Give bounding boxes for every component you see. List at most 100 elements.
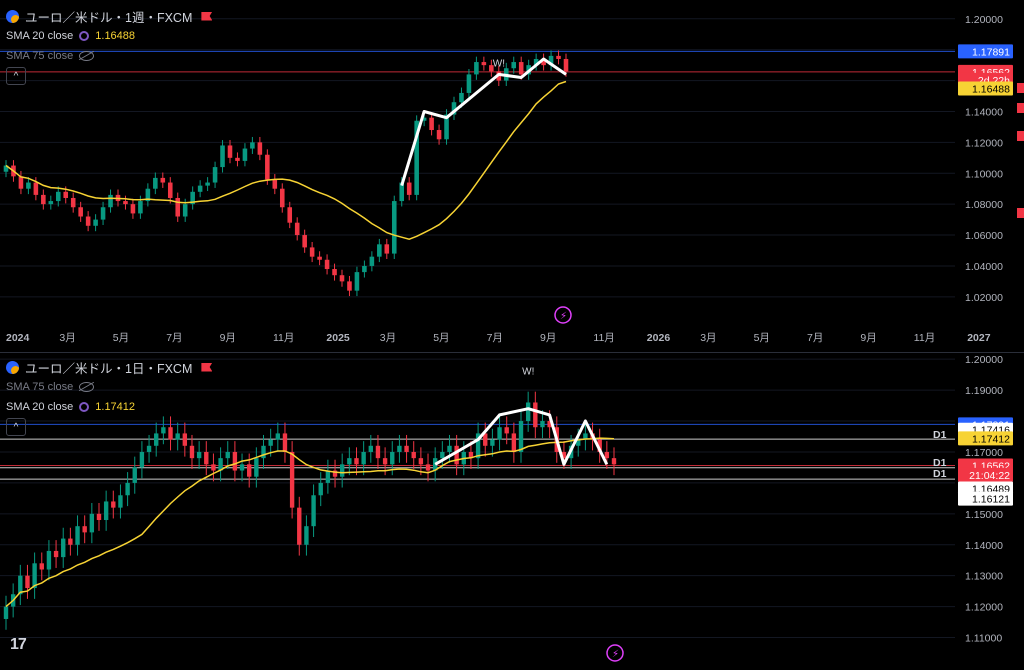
x-tick-label: 3月 [380,332,396,344]
candle-body [547,421,552,428]
candle-body [561,451,567,459]
flag-icon[interactable] [201,11,213,21]
daily-symbol-title[interactable]: ユーロ／米ドル・1日・FXCM [25,361,193,376]
candle-body [78,207,83,217]
candle-body [272,179,278,189]
candle-body [3,606,9,619]
candle-body [397,445,402,452]
candle-body [444,114,449,140]
weekly-indicator-sma75[interactable]: SMA 75 close [6,46,212,66]
x-tick-label: 5月 [113,332,129,344]
candle-body [41,194,46,205]
x-tick-label: 7月 [487,332,503,344]
candle-body [118,495,123,508]
candle-body [145,188,151,202]
price-badge-text: 1.16121 [972,494,1010,506]
candle-body [432,458,438,471]
x-tick-label: 2024 [6,332,30,344]
candle-body [332,269,337,276]
candle-body [254,458,259,477]
candle-body [189,445,195,459]
settings-icon[interactable] [79,31,90,41]
candle-body [190,191,195,205]
candle-body [421,117,427,121]
x-tick-label: 3月 [59,332,75,344]
candle-body [447,445,452,452]
collapse-legend-button[interactable]: ^ [6,418,26,436]
candle-body [82,526,87,533]
settings-icon[interactable] [79,402,90,412]
candle-body [46,550,52,570]
x-tick-label: 9月 [220,332,236,344]
weekly-chart-canvas[interactable]: W! 1.02000 1.04000 1.06000 1.08000 1.10000 1.1… [0,0,1024,349]
candle-body [369,256,375,266]
candle-body [247,464,252,477]
candle-body [239,464,245,471]
candle-body [55,191,61,202]
collapse-legend-button[interactable]: ^ [6,67,26,85]
candle-body [61,538,66,558]
candle-body [368,445,373,452]
candle-body [533,402,538,428]
weekly-indicator-sma20[interactable]: SMA 20 close 1.16488 [6,26,212,46]
y-tick-label: 1.13000 [965,571,1003,583]
weekly-symbol-title[interactable]: ユーロ／米ドル・1週・FXCM [25,10,193,25]
candle-body [540,421,545,428]
hidden-eye-icon[interactable] [79,51,95,61]
candle-body [139,451,145,468]
candle-body [390,451,395,465]
candle-body [261,445,266,459]
candle-body [70,197,76,208]
y-tick-label: 1.20000 [965,14,1003,26]
daily-chart-canvas[interactable]: W! 1.11000 1.12000 1.13000 1.14000 1.15000 1.1… [0,353,1024,670]
candle-body [26,182,31,189]
symbol-globe-icon [6,360,19,374]
edge-marker [1017,83,1024,93]
y-tick-label: 1.12000 [965,137,1003,149]
candle-body [339,275,345,282]
candle-body [399,182,405,202]
candle-body [48,201,54,205]
candle-body [197,185,203,192]
candle-body [362,265,367,273]
daily-indicator-sma20[interactable]: SMA 20 close 1.17412 [6,397,212,417]
edge-marker [1017,131,1024,141]
flag-icon[interactable] [201,362,213,372]
candle-body [225,451,230,459]
candle-body [489,65,494,72]
symbol-globe-icon [6,9,19,23]
candle-body [125,482,130,496]
price-badge-bg [958,44,1013,59]
weekly-chart-pane[interactable]: W! 1.02000 1.04000 1.06000 1.08000 1.10000 1.1… [0,0,1024,349]
lightning-icon [606,644,624,662]
candle-body [182,204,188,217]
x-tick-label: 7月 [807,332,823,344]
candle-body [18,575,23,595]
candle-body [525,402,531,422]
sma20-line [5,80,567,240]
daily-indicator-sma75[interactable]: SMA 75 close [6,377,212,397]
candle-body [282,433,288,452]
candle-body [218,458,223,471]
lightning-glyph: ⚡ [560,311,567,322]
candle-body [111,501,116,508]
candle-body [497,427,502,440]
daily-chart-pane[interactable]: W! 1.11000 1.12000 1.13000 1.14000 1.15000 1.1… [0,352,1024,670]
candle-body [425,464,431,471]
candle-body [211,464,216,471]
candle-body [232,451,238,471]
candle-body [294,222,300,236]
candle-body [182,433,188,446]
candle-body [518,421,524,452]
candle-body [440,451,445,459]
candle-body [451,102,457,115]
x-tick-label: 7月 [166,332,182,344]
candle-body [89,513,95,533]
candle-body [212,167,218,183]
candle-body [227,145,233,158]
candle-body [18,176,24,189]
hidden-eye-icon[interactable] [79,382,95,392]
y-tick-label: 1.17000 [965,447,1003,459]
indicator-value: 1.17412 [95,401,136,413]
candle-body [33,182,39,195]
